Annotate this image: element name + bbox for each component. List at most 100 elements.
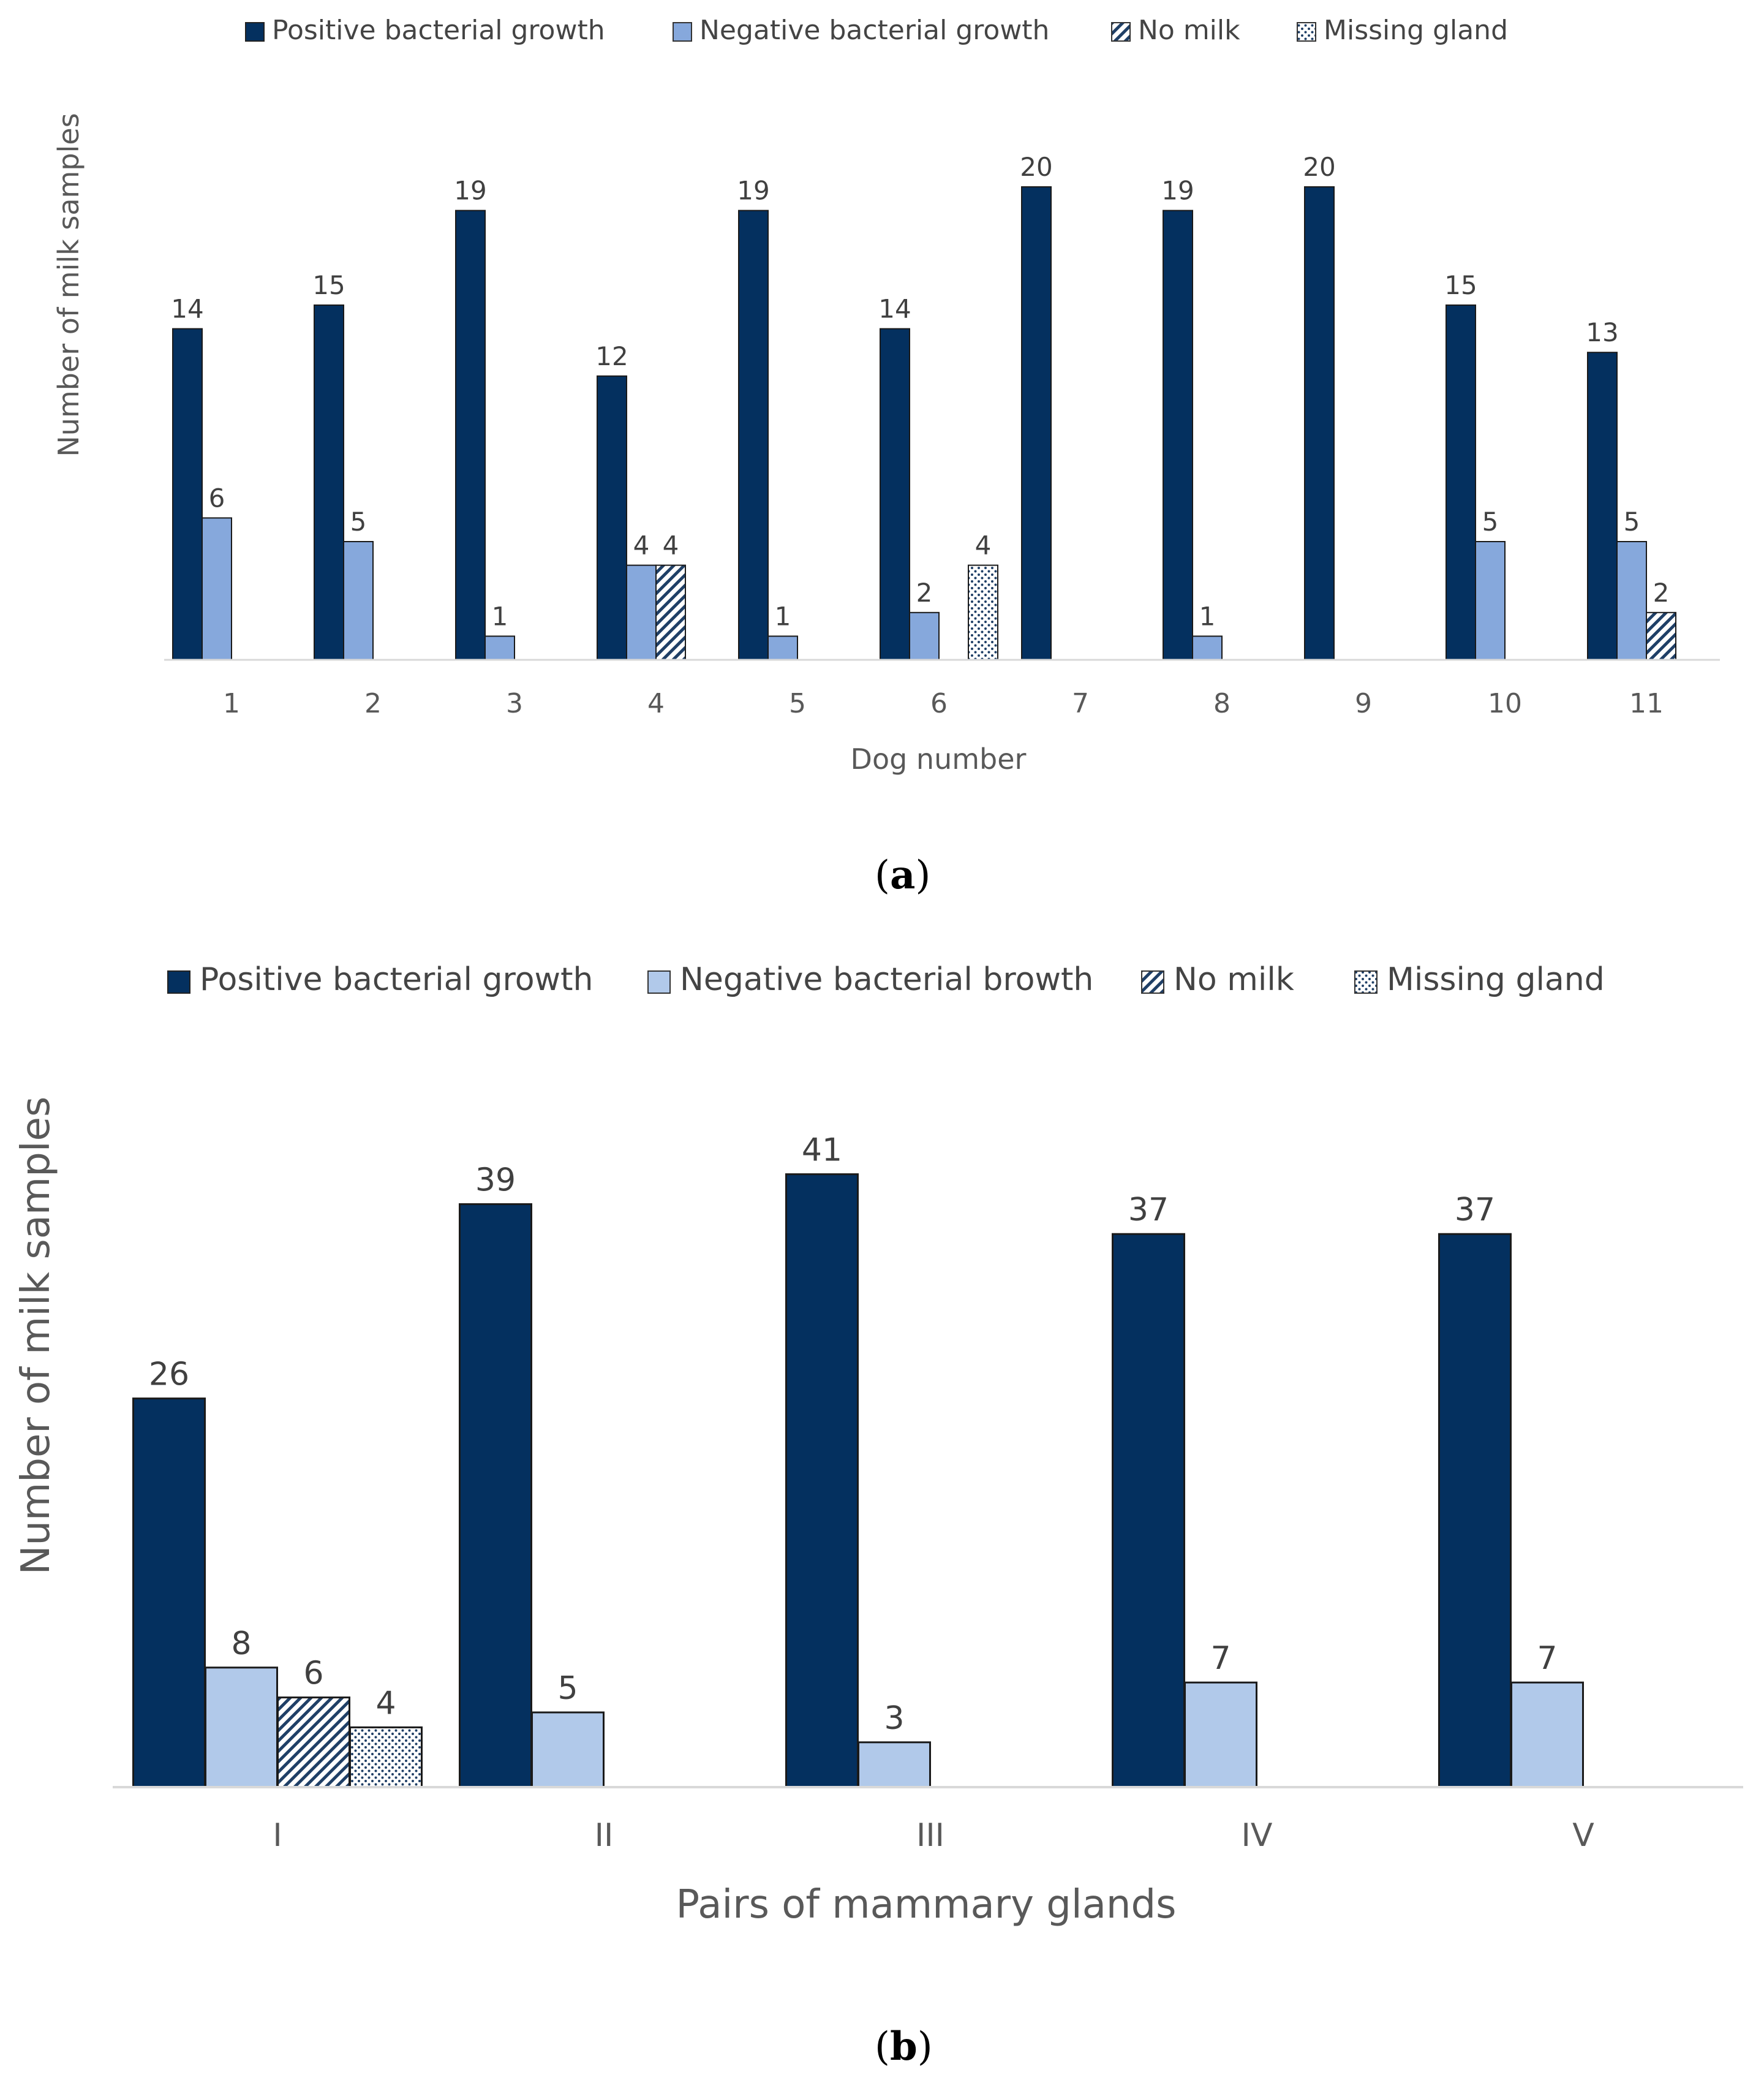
data-label-b-II-series-1: 39 (475, 1162, 516, 1198)
bars-b (132, 1173, 1584, 1788)
panel-label-b-letter: b (890, 2024, 918, 2070)
bar-b-IV-series-1 (1112, 1233, 1185, 1788)
chart-b: Positive bacterial growth Negative bacte… (13, 961, 1743, 2070)
data-label-a-1-series-2: 6 (209, 483, 225, 513)
bar-a-2-series-1 (314, 304, 344, 660)
data-label-a-2-series-2: 5 (350, 507, 367, 537)
bar-a-9-series-1 (1304, 186, 1335, 660)
x-tick-label-b-III: III (916, 1817, 944, 1854)
x-axis-title-a: Dog number (851, 743, 1027, 776)
bar-b-I-series-1 (132, 1397, 206, 1788)
data-label-b-I-series-1: 26 (149, 1356, 189, 1393)
data-label-b-V-series-1: 37 (1455, 1192, 1495, 1228)
legend-b: Positive bacterial growth Negative bacte… (167, 961, 1605, 998)
data-label-b-I-series-2: 8 (231, 1625, 251, 1662)
legend-b-item-4: Missing gland (1354, 961, 1605, 998)
bar-a-11-series-1 (1587, 352, 1618, 660)
bar-a-2-series-2 (343, 541, 374, 660)
data-labels-b: 26 8 6 4 39 5 41 3 37 7 37 7 (149, 1132, 1558, 1737)
legend-a-item-3: No milk (1111, 15, 1240, 46)
legend-a: Positive bacterial growth Negative bacte… (245, 15, 1508, 46)
legend-a-swatch-4 (1297, 22, 1316, 42)
data-label-a-3-series-1: 19 (454, 176, 486, 206)
x-tick-label-a-1: 1 (223, 688, 240, 719)
bar-b-V-series-2 (1510, 1681, 1584, 1788)
legend-a-label-4: Missing gland (1324, 15, 1508, 46)
data-label-a-11-series-2: 5 (1624, 507, 1640, 537)
legend-a-swatch-1 (245, 22, 265, 42)
x-tick-label-a-6: 6 (930, 688, 948, 719)
data-label-b-I-series-3: 6 (303, 1655, 323, 1692)
x-tick-label-a-4: 4 (647, 688, 665, 719)
bar-a-7-series-1 (1021, 186, 1052, 660)
legend-b-item-2: Negative bacterial browth (647, 961, 1093, 998)
bars-a (172, 186, 1676, 661)
bar-a-4-series-3 (655, 564, 686, 660)
bar-b-I-series-4 (349, 1726, 423, 1788)
panel-label-b: (b) (875, 2024, 933, 2070)
x-tick-label-b-II: II (595, 1817, 614, 1854)
data-label-a-4-series-2: 4 (633, 531, 650, 561)
bar-b-II-series-2 (531, 1711, 605, 1788)
bar-a-10-series-2 (1475, 541, 1506, 660)
data-label-a-11-series-1: 13 (1586, 317, 1618, 347)
legend-a-swatch-3 (1111, 22, 1131, 42)
data-label-a-6-series-4: 4 (975, 531, 992, 561)
data-label-a-11-series-3: 2 (1653, 578, 1670, 608)
legend-a-item-4: Missing gland (1297, 15, 1508, 46)
bar-b-II-series-1 (459, 1203, 532, 1788)
legend-b-item-1: Positive bacterial growth (167, 961, 593, 998)
legend-a-item-2: Negative bacterial growth (673, 15, 1049, 46)
bar-b-III-series-1 (785, 1173, 859, 1788)
legend-a-label-2: Negative bacterial growth (699, 15, 1049, 46)
data-label-a-6-series-1: 14 (878, 294, 911, 324)
bar-a-3-series-2 (484, 635, 515, 661)
y-axis-title-b: Number of milk samples (13, 1097, 59, 1575)
data-label-b-IV-series-1: 37 (1128, 1192, 1169, 1228)
data-label-b-II-series-2: 5 (557, 1670, 578, 1707)
bar-b-III-series-2 (858, 1741, 931, 1788)
data-label-a-4-series-3: 4 (663, 531, 679, 561)
data-label-a-10-series-2: 5 (1482, 507, 1499, 537)
chart-a: Positive bacterial growth Negative bacte… (52, 15, 1720, 898)
x-tick-labels-b: I II III IV V (273, 1817, 1594, 1854)
bar-b-I-series-2 (205, 1666, 278, 1788)
data-label-a-8-series-1: 19 (1161, 176, 1194, 206)
panel-label-a: (a) (875, 852, 930, 898)
bar-a-5-series-1 (738, 210, 769, 661)
bar-a-6-series-4 (968, 564, 998, 660)
bar-a-5-series-2 (767, 635, 798, 661)
x-tick-label-a-2: 2 (364, 688, 382, 719)
x-tick-label-b-V: V (1572, 1817, 1594, 1854)
x-tick-label-b-I: I (273, 1817, 282, 1854)
legend-b-swatch-3 (1141, 970, 1164, 994)
bar-a-10-series-1 (1446, 304, 1476, 660)
x-tick-label-a-3: 3 (506, 688, 523, 719)
bar-a-6-series-2 (909, 611, 940, 660)
legend-b-swatch-4 (1354, 970, 1378, 994)
panel-label-a-letter: a (890, 852, 915, 898)
legend-b-item-3: No milk (1141, 961, 1294, 998)
data-label-b-III-series-1: 41 (802, 1132, 842, 1169)
x-tick-label-a-11: 11 (1629, 688, 1664, 719)
data-label-a-5-series-1: 19 (737, 176, 769, 206)
legend-a-swatch-2 (673, 22, 692, 42)
x-axis-title-b: Pairs of mammary glands (676, 1882, 1177, 1927)
data-label-a-1-series-1: 14 (171, 294, 203, 324)
data-label-a-10-series-1: 15 (1444, 270, 1477, 300)
bar-a-1-series-1 (172, 328, 203, 660)
bar-a-8-series-1 (1163, 210, 1193, 661)
bar-b-V-series-1 (1438, 1233, 1512, 1788)
data-label-a-3-series-2: 1 (492, 601, 508, 631)
legend-a-label-3: No milk (1138, 15, 1240, 46)
data-label-b-V-series-2: 7 (1537, 1640, 1557, 1677)
bar-a-6-series-1 (880, 328, 910, 660)
x-tick-label-a-9: 9 (1355, 688, 1372, 719)
data-label-b-III-series-2: 3 (884, 1700, 904, 1737)
bar-b-I-series-3 (277, 1696, 350, 1788)
legend-b-label-3: No milk (1174, 961, 1294, 998)
x-tick-labels-a: 1 2 3 4 5 6 7 8 9 10 11 (223, 688, 1664, 719)
bar-a-4-series-2 (626, 564, 657, 660)
